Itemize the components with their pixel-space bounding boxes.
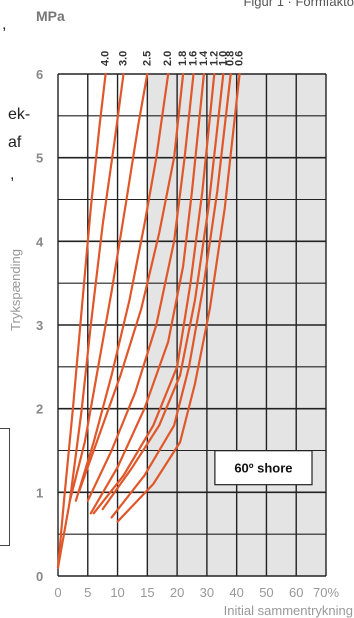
text-snippet: , xyxy=(10,166,15,183)
curve-0-8 xyxy=(110,72,232,519)
text-snippet: ek- xyxy=(8,106,31,123)
x-tick-label: 50 xyxy=(259,585,273,600)
x-tick-label: 60 xyxy=(289,585,303,600)
x-tick-label: 30 xyxy=(200,585,214,600)
curve-1-6 xyxy=(86,72,195,502)
curve-1-8 xyxy=(77,72,185,494)
curve-label: 2.5 xyxy=(141,51,153,66)
y-tick-label: 4 xyxy=(36,234,44,249)
curve-label: 1.6 xyxy=(187,51,199,66)
legend-label: 60º shore xyxy=(234,461,292,476)
legend-box xyxy=(214,450,313,486)
unit-label: MPa xyxy=(36,8,65,24)
curve-1-2 xyxy=(92,72,216,515)
curve-1-0 xyxy=(101,72,225,511)
x-tick-label: 10 xyxy=(110,585,124,600)
curve-2-5 xyxy=(68,72,149,502)
curve-label: 0.8 xyxy=(225,51,237,66)
y-tick-label: 6 xyxy=(36,67,43,82)
x-tick-label: 5 xyxy=(84,585,91,600)
y-tick-label: 0 xyxy=(36,569,43,584)
x-tick-label: 70% xyxy=(313,585,339,600)
curve-4-0 xyxy=(56,72,107,569)
curve-label: 3.0 xyxy=(118,51,130,66)
curve-label: 1.0 xyxy=(217,51,229,66)
frame-line xyxy=(0,545,10,546)
curve-2-0 xyxy=(74,72,170,502)
y-tick-label: 3 xyxy=(36,318,43,333)
frame-line xyxy=(9,428,10,546)
y-tick-label: 2 xyxy=(36,402,43,417)
text-snippet: , xyxy=(2,16,7,33)
y-axis-title: Trykspænding xyxy=(8,249,23,331)
chart-legend: 60º shore xyxy=(214,450,313,486)
y-tick-label: 1 xyxy=(36,485,43,500)
curve-label: 1.2 xyxy=(208,51,220,66)
y-tick-label: 5 xyxy=(36,151,43,166)
curve-1-4 xyxy=(89,72,205,515)
curve-0-6 xyxy=(116,72,241,523)
curve-label: 0.6 xyxy=(234,51,246,66)
curve-label: 4.0 xyxy=(100,51,112,66)
curve-label: 2.0 xyxy=(162,51,174,66)
text-snippet: af xyxy=(8,134,22,151)
curve-label: 1.8 xyxy=(177,51,189,66)
x-tick-label: 20 xyxy=(170,585,184,600)
curve-label: 1.4 xyxy=(198,50,210,66)
chart-grid xyxy=(57,73,327,577)
x-tick-label: 0 xyxy=(54,585,61,600)
x-axis-title: Initial sammentrykning xyxy=(224,603,353,618)
x-tick-label: 15 xyxy=(140,585,154,600)
frame-line xyxy=(0,428,10,429)
x-tick-label: 40 xyxy=(229,585,243,600)
chart-curves xyxy=(56,72,241,569)
figure-caption: Figur 1 · Formfakto xyxy=(243,0,354,9)
